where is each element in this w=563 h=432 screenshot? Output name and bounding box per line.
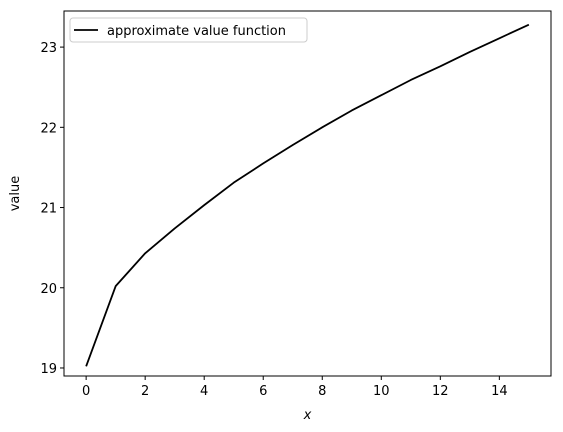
y-tick-label: 22 bbox=[40, 121, 57, 136]
x-tick-label: 8 bbox=[318, 384, 326, 399]
y-tick-label: 19 bbox=[40, 362, 57, 377]
legend-box bbox=[69, 17, 308, 43]
x-tick-label: 6 bbox=[259, 384, 267, 399]
plot-layer bbox=[85, 23, 530, 367]
x-tick-label: 10 bbox=[373, 384, 390, 399]
y-tick-label: 20 bbox=[40, 282, 57, 297]
y-axis-label: value bbox=[8, 176, 23, 212]
x-tick-label: 4 bbox=[200, 384, 208, 399]
y-tick-label: 23 bbox=[40, 41, 57, 56]
x-tick-label: 0 bbox=[82, 384, 90, 399]
x-tick-label: 12 bbox=[432, 384, 449, 399]
x-axis-label: x bbox=[303, 408, 312, 423]
x-tick-label: 2 bbox=[141, 384, 149, 399]
x-tick-label: 14 bbox=[491, 384, 508, 399]
series-line bbox=[85, 23, 530, 367]
legend-label: approximate value function bbox=[107, 24, 286, 39]
axes-frame bbox=[63, 10, 552, 377]
y-tick-label: 21 bbox=[40, 202, 57, 217]
legend: approximate value function bbox=[69, 17, 308, 43]
ticks-layer: 0 2 4 6 8 10 12 14 19 20 21 22 23 bbox=[40, 41, 507, 399]
